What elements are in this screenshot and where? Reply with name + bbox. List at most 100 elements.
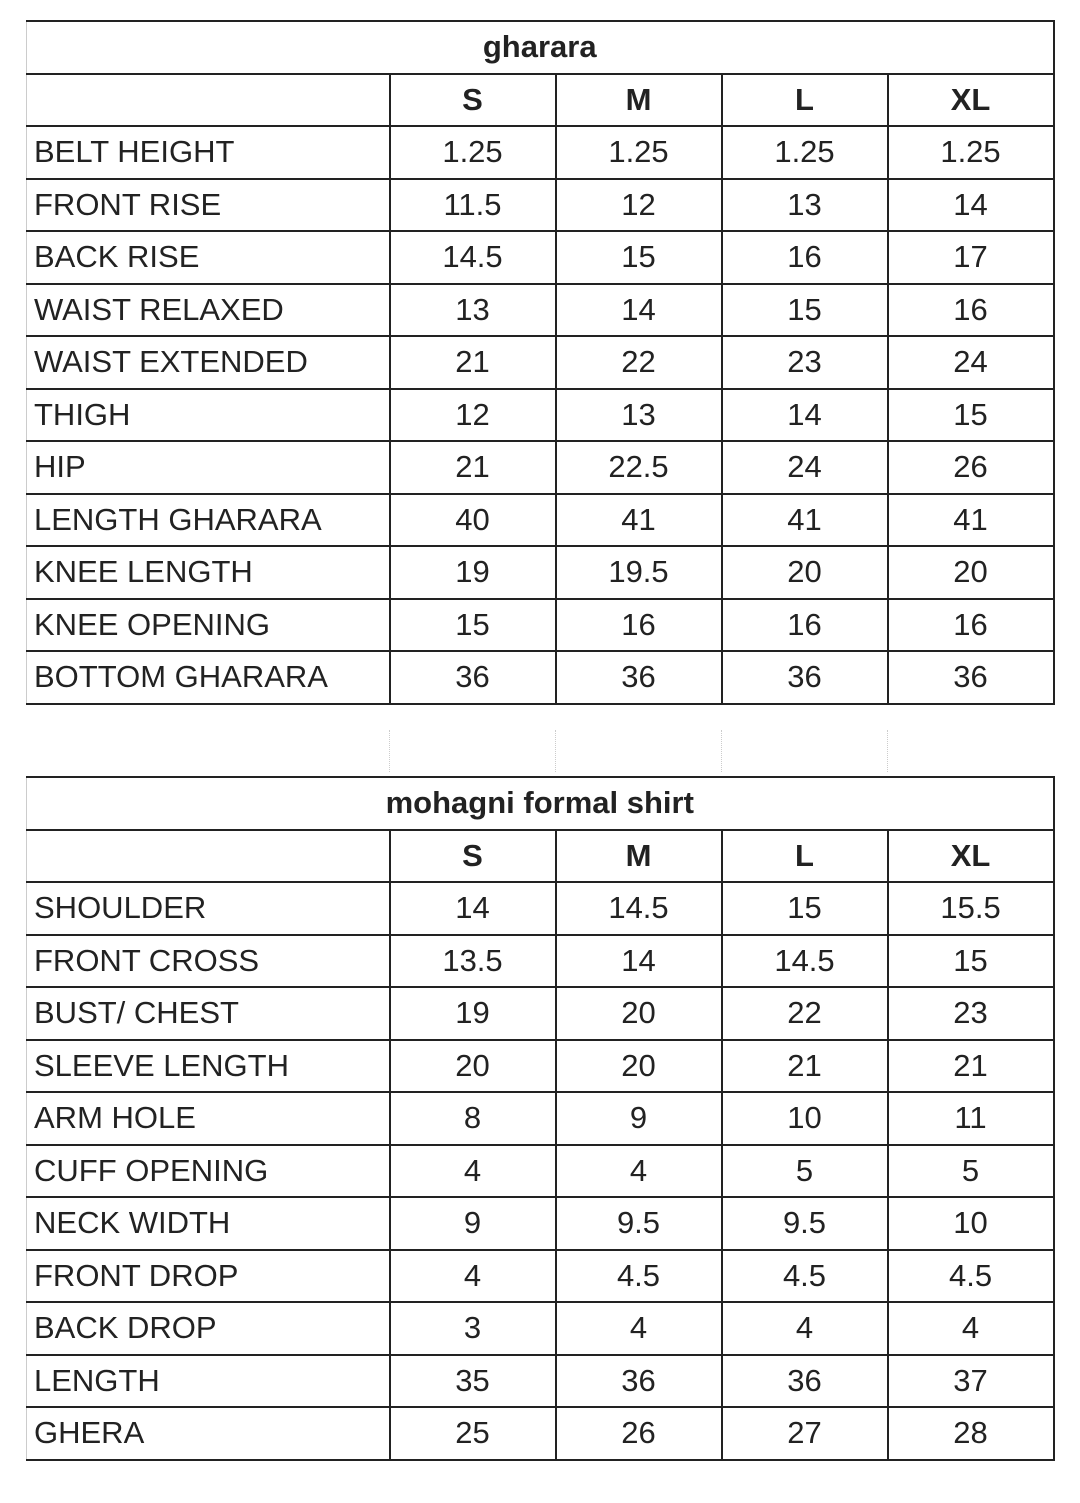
header-row: S M L XL [26,828,1055,883]
measurement-value: 20 [388,1038,557,1093]
measurement-label: CUFF OPENING [26,1143,391,1198]
measurement-value: 4 [388,1248,557,1303]
measurement-label: BACK RISE [26,230,391,285]
measurement-value: 35 [388,1353,557,1408]
measurement-value: 9.5 [554,1196,723,1251]
measurement-value: 1.25 [388,125,557,180]
measurement-value: 9 [388,1196,557,1251]
measurement-value: 21 [388,335,557,390]
measurement-value: 10 [886,1196,1055,1251]
measurement-label: LENGTH [26,1353,391,1408]
measurement-value: 14.5 [720,933,889,988]
title-row: gharara [26,20,1055,75]
measurement-value: 28 [886,1406,1055,1461]
measurement-value: 4.5 [886,1248,1055,1303]
measurement-value: 25 [388,1406,557,1461]
table-row: FRONT DROP 4 4.5 4.5 4.5 [26,1248,1055,1303]
measurement-value: 21 [886,1038,1055,1093]
measurement-value: 24 [720,440,889,495]
measurement-label: HIP [26,440,391,495]
measurement-value: 36 [720,650,889,705]
measurement-value: 11 [886,1091,1055,1146]
size-header: S [388,828,557,883]
size-header: M [554,828,723,883]
table-row: KNEE LENGTH 19 19.5 20 20 [26,545,1055,600]
measurement-value: 26 [886,440,1055,495]
measurement-value: 40 [388,492,557,547]
measurement-value: 20 [554,986,723,1041]
table-row: BUST/ CHEST 19 20 22 23 [26,986,1055,1041]
measurement-value: 36 [554,650,723,705]
measurement-value: 4 [720,1301,889,1356]
measurement-value: 14 [388,881,557,936]
measurement-value: 41 [886,492,1055,547]
measurement-value: 15 [720,282,889,337]
measurement-value: 36 [720,1353,889,1408]
measurement-label: THIGH [26,387,391,442]
table-row: FRONT CROSS 13.5 14 14.5 15 [26,933,1055,988]
measurement-value: 14 [554,282,723,337]
measurement-value: 36 [886,650,1055,705]
measurement-value: 14 [554,933,723,988]
measurement-value: 4 [554,1301,723,1356]
measurement-value: 23 [886,986,1055,1041]
table-row: THIGH 12 13 14 15 [26,387,1055,442]
measurement-label: WAIST EXTENDED [26,335,391,390]
table-title: gharara [26,20,1055,75]
measurement-label: FRONT CROSS [26,933,391,988]
measurement-label: FRONT DROP [26,1248,391,1303]
measurement-value: 36 [554,1353,723,1408]
measurement-label: KNEE LENGTH [26,545,391,600]
measurement-value: 5 [720,1143,889,1198]
measurement-value: 15 [886,387,1055,442]
table-row: BACK DROP 3 4 4 4 [26,1301,1055,1356]
measurement-value: 4.5 [554,1248,723,1303]
measurement-value: 15 [720,881,889,936]
table-row: SLEEVE LENGTH 20 20 21 21 [26,1038,1055,1093]
measurement-value: 21 [720,1038,889,1093]
size-header: S [388,72,557,127]
table-row: BACK RISE 14.5 15 16 17 [26,230,1055,285]
measurement-value: 11.5 [388,177,557,232]
measurement-value: 15 [388,597,557,652]
table-row: BOTTOM GHARARA 36 36 36 36 [26,650,1055,705]
measurement-value: 22 [554,335,723,390]
header-blank [26,72,391,127]
measurement-label: LENGTH GHARARA [26,492,391,547]
measurement-value: 14.5 [388,230,557,285]
table-row: SHOULDER 14 14.5 15 15.5 [26,881,1055,936]
measurement-value: 4 [388,1143,557,1198]
table-row: ARM HOLE 8 9 10 11 [26,1091,1055,1146]
measurement-value: 5 [886,1143,1055,1198]
table-row: WAIST EXTENDED 21 22 23 24 [26,335,1055,390]
size-header: XL [886,72,1055,127]
measurement-value: 16 [886,282,1055,337]
measurement-value: 15 [886,933,1055,988]
table-row: HIP 21 22.5 24 26 [26,440,1055,495]
measurement-value: 15 [554,230,723,285]
measurement-label: BOTTOM GHARARA [26,650,391,705]
measurement-label: FRONT RISE [26,177,391,232]
size-header: XL [886,828,1055,883]
measurement-value: 17 [886,230,1055,285]
measurement-label: ARM HOLE [26,1091,391,1146]
measurement-value: 41 [720,492,889,547]
title-row: mohagni formal shirt [25,776,1055,831]
measurement-value: 26 [554,1406,723,1461]
table-row: LENGTH GHARARA 40 41 41 41 [26,492,1055,547]
measurement-label: KNEE OPENING [26,597,391,652]
measurement-label: GHERA [26,1406,391,1461]
measurement-value: 41 [554,492,723,547]
measurement-value: 22 [720,986,889,1041]
header-row: S M L XL [26,72,1055,127]
measurement-value: 4 [886,1301,1055,1356]
table-row: NECK WIDTH 9 9.5 9.5 10 [26,1196,1055,1251]
measurement-value: 16 [720,597,889,652]
measurement-value: 9.5 [720,1196,889,1251]
size-header: M [554,72,723,127]
measurement-value: 13 [554,387,723,442]
measurement-value: 15.5 [886,881,1055,936]
table-row: FRONT RISE 11.5 12 13 14 [26,177,1055,232]
size-header: L [720,828,889,883]
measurement-value: 20 [886,545,1055,600]
